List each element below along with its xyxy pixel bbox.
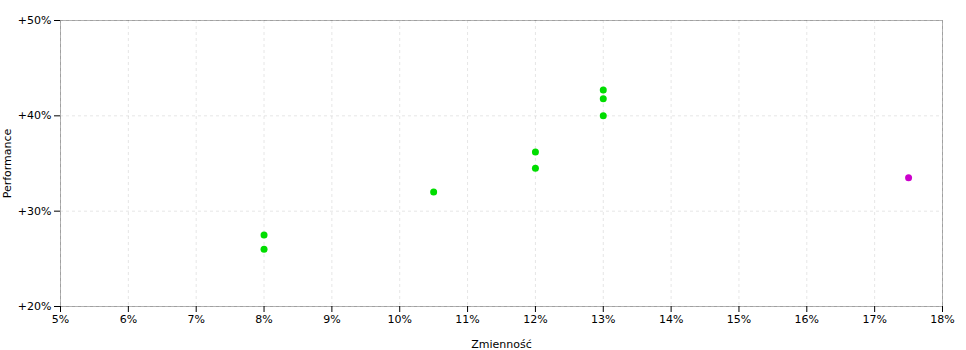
svg-text:17%: 17%	[862, 313, 886, 326]
svg-text:6%: 6%	[120, 313, 137, 326]
svg-text:10%: 10%	[388, 313, 412, 326]
svg-text:13%: 13%	[591, 313, 615, 326]
svg-text:14%: 14%	[659, 313, 683, 326]
svg-text:11%: 11%	[455, 313, 479, 326]
svg-text:7%: 7%	[187, 313, 204, 326]
svg-text:Performance: Performance	[1, 128, 14, 198]
svg-text:+30%: +30%	[18, 205, 52, 218]
svg-text:9%: 9%	[323, 313, 340, 326]
svg-text:+20%: +20%	[18, 300, 52, 313]
svg-text:5%: 5%	[52, 313, 69, 326]
svg-text:+50%: +50%	[18, 14, 52, 27]
svg-text:Zmienność: Zmienność	[471, 338, 532, 350]
svg-text:18%: 18%	[930, 313, 954, 326]
svg-text:16%: 16%	[795, 313, 819, 326]
svg-text:8%: 8%	[255, 313, 272, 326]
svg-text:12%: 12%	[523, 313, 547, 326]
svg-text:15%: 15%	[727, 313, 751, 326]
svg-text:+40%: +40%	[18, 109, 52, 122]
